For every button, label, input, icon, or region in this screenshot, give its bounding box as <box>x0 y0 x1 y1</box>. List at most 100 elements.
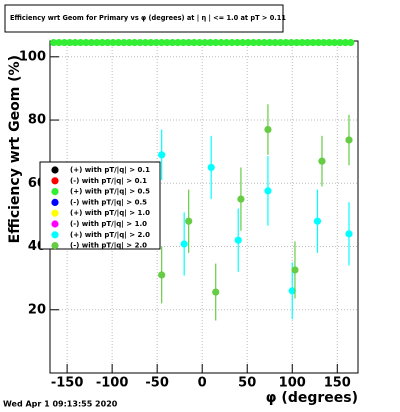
data-point <box>314 38 322 47</box>
data-point <box>168 38 177 47</box>
legend-label: (-) with pT/|q| > 2.0 <box>70 242 147 251</box>
data-point <box>163 38 171 47</box>
data-point <box>237 195 245 203</box>
legend-marker <box>51 166 59 174</box>
data-point <box>158 271 166 279</box>
data-point <box>233 38 241 47</box>
data-point <box>195 38 204 47</box>
data-point <box>185 217 193 225</box>
data-point <box>320 38 328 47</box>
y-tick-label: 20 <box>28 302 46 317</box>
data-point <box>185 38 193 47</box>
data-point <box>341 38 349 47</box>
data-point <box>212 288 220 296</box>
x-tick-label: 50 <box>238 376 256 391</box>
data-point <box>207 163 215 172</box>
data-point <box>234 236 242 244</box>
x-tick-label: -100 <box>96 376 129 391</box>
data-point <box>244 38 252 47</box>
data-point <box>303 38 312 47</box>
footer: Wed Apr 1 09:13:55 2020 <box>3 400 118 409</box>
x-tick-label: 150 <box>324 376 351 391</box>
legend-label: (+) with pT/|q| > 0.5 <box>70 188 150 197</box>
chart-title: Efficiency wrt Geom for Primary vs φ (de… <box>10 14 286 23</box>
data-point <box>271 38 279 47</box>
data-point <box>179 38 187 47</box>
legend-marker <box>51 198 59 206</box>
data-point <box>282 38 290 47</box>
data-point <box>336 38 344 47</box>
data-point <box>147 38 155 47</box>
data-point <box>309 38 317 47</box>
data-point <box>313 217 322 225</box>
x-tick-label: -50 <box>145 376 169 391</box>
y-axis-label: Efficiency wrt Geom (%) <box>7 55 23 243</box>
legend-marker <box>51 242 59 250</box>
data-point <box>77 38 85 47</box>
legend-label: (-) with pT/|q| > 0.5 <box>70 198 147 207</box>
x-axis-label: φ (degrees) <box>266 390 358 406</box>
data-point <box>98 38 106 47</box>
data-point <box>345 136 353 144</box>
data-point <box>222 38 231 47</box>
data-point <box>152 38 160 47</box>
data-point <box>71 38 79 47</box>
x-tick-label: 100 <box>279 376 306 391</box>
data-point <box>318 157 326 165</box>
legend-marker <box>51 209 59 217</box>
data-point <box>255 38 263 47</box>
legend-label: (-) with pT/|q| > 1.0 <box>70 220 147 229</box>
data-point <box>264 125 272 134</box>
y-tick-label: 80 <box>28 113 46 128</box>
data-point <box>66 38 74 47</box>
data-point <box>104 38 112 47</box>
data-point <box>114 38 123 47</box>
data-point <box>158 38 166 47</box>
data-point <box>276 38 285 47</box>
data-point <box>345 230 353 238</box>
legend-marker <box>51 220 59 228</box>
data-point <box>120 38 128 47</box>
legend-label: (-) with pT/|q| > 0.1 <box>70 177 147 186</box>
data-point <box>288 287 296 295</box>
data-point <box>347 38 355 47</box>
data-point <box>136 38 144 47</box>
data-point <box>264 187 272 195</box>
data-point <box>293 38 301 47</box>
data-point <box>82 38 90 47</box>
data-point <box>180 240 188 248</box>
data-point <box>330 38 339 47</box>
data-point <box>298 38 306 47</box>
data-point <box>109 38 117 47</box>
y-tick-label: 100 <box>19 49 46 64</box>
legend-label: (+) with pT/|q| > 0.1 <box>70 166 150 175</box>
data-point <box>60 38 69 47</box>
data-point <box>201 38 209 47</box>
legend-label: (+) with pT/|q| > 1.0 <box>70 209 150 218</box>
legend-marker <box>51 177 59 185</box>
data-point <box>131 38 139 47</box>
legend-box <box>39 161 161 250</box>
data-point <box>228 38 236 47</box>
data-point <box>158 151 166 159</box>
data-point <box>287 38 295 47</box>
data-point <box>174 38 182 47</box>
legend-label: (+) with pT/|q| > 2.0 <box>70 231 150 240</box>
data-point <box>125 38 133 47</box>
title-box <box>4 4 284 33</box>
data-point <box>260 38 268 47</box>
data-point <box>87 38 96 47</box>
data-point <box>266 38 274 47</box>
data-point <box>291 266 299 274</box>
data-point <box>249 38 258 47</box>
data-point <box>93 38 101 47</box>
x-tick-label: -150 <box>51 376 84 391</box>
data-point <box>217 38 225 47</box>
data-point <box>206 38 214 47</box>
x-tick-label: 0 <box>198 376 207 391</box>
data-point <box>55 38 63 47</box>
legend-marker <box>51 188 59 196</box>
data-point <box>141 38 150 47</box>
legend-marker <box>51 231 59 239</box>
